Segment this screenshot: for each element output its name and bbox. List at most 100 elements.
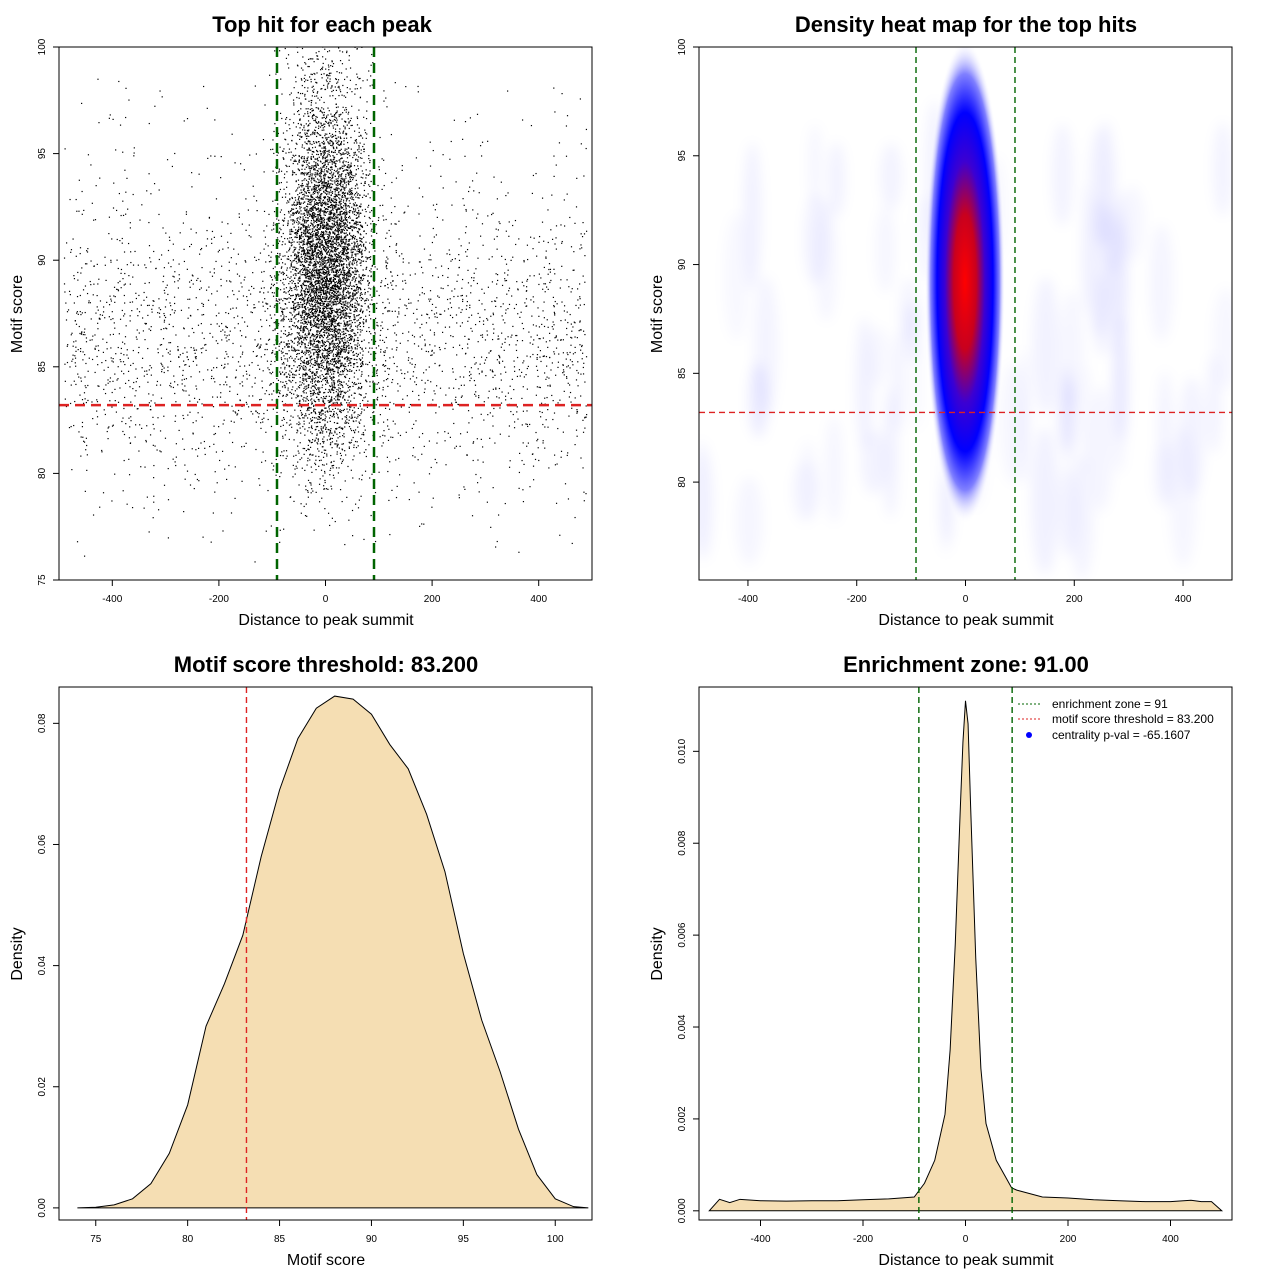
scatter-point bbox=[315, 208, 317, 210]
scatter-point bbox=[340, 351, 342, 353]
scatter-point bbox=[326, 337, 328, 339]
scatter-point bbox=[356, 194, 359, 196]
scatter-point bbox=[319, 310, 321, 312]
scatter-point bbox=[340, 203, 342, 205]
scatter-point bbox=[364, 302, 366, 305]
scatter-point bbox=[295, 207, 297, 209]
scatter-point bbox=[291, 340, 294, 343]
scatter-point bbox=[320, 411, 322, 413]
scatter-point bbox=[328, 125, 330, 127]
scatter-point bbox=[329, 301, 331, 303]
scatter-point bbox=[306, 157, 308, 159]
scatter-point bbox=[314, 276, 316, 279]
scatter-point bbox=[342, 162, 344, 164]
scatter-point bbox=[330, 410, 332, 413]
scatter-point bbox=[309, 272, 312, 274]
scatter-point bbox=[326, 190, 328, 193]
scatter-point bbox=[307, 255, 309, 257]
scatter-point bbox=[331, 297, 333, 299]
scatter-point bbox=[342, 277, 344, 280]
scatter-point bbox=[304, 313, 306, 315]
scatter-point bbox=[337, 356, 339, 358]
scatter-point bbox=[306, 272, 308, 274]
scatter-point bbox=[299, 118, 301, 121]
scatter-point bbox=[344, 426, 346, 428]
scatter-point bbox=[331, 311, 334, 313]
scatter-point bbox=[357, 426, 359, 428]
scatter-point bbox=[292, 301, 294, 303]
scatter-point bbox=[335, 160, 337, 162]
scatter-point bbox=[332, 231, 334, 233]
scatter-point bbox=[308, 422, 310, 424]
scatter-point bbox=[338, 72, 341, 74]
scatter-point bbox=[316, 274, 318, 276]
scatter-point bbox=[337, 271, 340, 273]
scatter-point bbox=[332, 293, 335, 295]
scatter-point bbox=[309, 168, 311, 170]
scatter-point bbox=[325, 428, 327, 430]
scatter-point bbox=[348, 152, 350, 155]
scatter-point bbox=[317, 330, 319, 332]
scatter-point bbox=[305, 327, 307, 329]
scatter-point bbox=[307, 198, 309, 201]
scatter-point bbox=[320, 426, 322, 428]
scatter-point bbox=[301, 263, 304, 266]
scatter-point bbox=[324, 391, 326, 394]
scatter-point bbox=[337, 282, 339, 285]
scatter-point bbox=[311, 307, 314, 310]
scatter-point bbox=[356, 339, 358, 341]
scatter-point bbox=[311, 419, 313, 422]
scatter-point bbox=[332, 319, 334, 321]
scatter-point bbox=[352, 212, 354, 214]
scatter-point bbox=[353, 204, 355, 206]
scatter-point bbox=[328, 280, 331, 283]
scatter-point bbox=[307, 272, 309, 274]
scatter-point bbox=[358, 228, 360, 230]
scatter-point bbox=[329, 308, 331, 310]
scatter-point bbox=[333, 223, 336, 226]
scatter-point bbox=[346, 248, 348, 251]
scatter-point bbox=[332, 348, 335, 350]
scatter-point bbox=[333, 332, 336, 334]
scatter-point bbox=[360, 262, 362, 264]
scatter-point bbox=[321, 276, 323, 278]
scatter-point bbox=[283, 284, 285, 286]
scatter-point bbox=[361, 209, 364, 211]
scatter-point bbox=[285, 57, 288, 59]
scatter-point bbox=[307, 140, 310, 142]
scatter-point bbox=[375, 307, 378, 309]
scatter-point bbox=[331, 368, 333, 370]
scatter-point bbox=[301, 335, 303, 337]
scatter-point bbox=[359, 194, 361, 196]
scatter-point bbox=[346, 358, 348, 361]
scatter-point bbox=[360, 309, 362, 311]
scatter-point bbox=[332, 212, 334, 214]
scatter-point bbox=[314, 386, 316, 388]
scatter-point bbox=[326, 87, 329, 89]
scatter-point bbox=[345, 226, 347, 228]
scatter-point bbox=[378, 217, 380, 219]
scatter-point bbox=[335, 187, 337, 189]
scatter-point bbox=[295, 180, 297, 182]
scatter-point bbox=[313, 133, 315, 135]
scatter-point bbox=[330, 334, 333, 336]
scatter-point bbox=[312, 251, 314, 253]
scatter-point bbox=[321, 318, 323, 320]
scatter-point bbox=[347, 352, 349, 354]
scatter-point bbox=[350, 180, 352, 182]
scatter-point bbox=[328, 191, 331, 193]
scatter-point bbox=[317, 279, 319, 282]
scatter-point bbox=[298, 417, 300, 419]
scatter-point bbox=[321, 497, 323, 499]
scatter-point bbox=[309, 454, 311, 456]
scatter-point bbox=[338, 467, 340, 469]
scatter-point bbox=[306, 240, 309, 242]
scatter-point bbox=[305, 489, 307, 491]
scatter-point bbox=[342, 459, 344, 461]
scatter-point bbox=[312, 366, 314, 368]
scatter-point bbox=[348, 173, 350, 175]
scatter-point bbox=[355, 299, 358, 302]
scatter-point bbox=[314, 299, 317, 302]
scatter-point bbox=[338, 258, 340, 260]
scatter-point bbox=[299, 409, 302, 412]
